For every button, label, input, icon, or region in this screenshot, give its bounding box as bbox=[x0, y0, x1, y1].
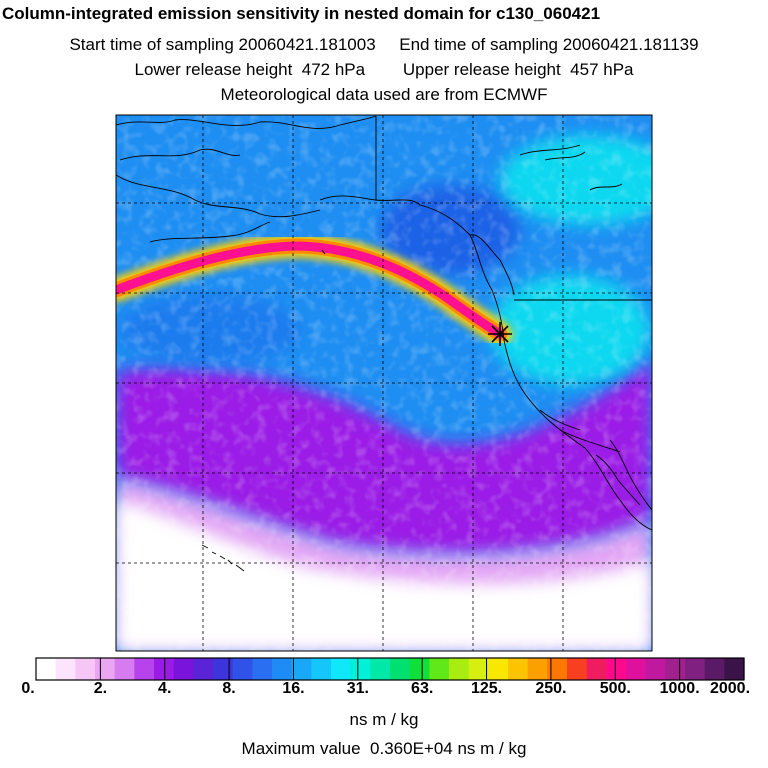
colorbar-swatch bbox=[193, 658, 214, 680]
colorbar-swatch bbox=[291, 658, 312, 680]
colorbar-swatch bbox=[645, 658, 666, 680]
colorbar-swatch bbox=[331, 658, 352, 680]
coastlines bbox=[116, 115, 652, 572]
colorbar-tick-label: 2000. bbox=[709, 680, 751, 697]
colorbar bbox=[36, 658, 745, 680]
colorbar-swatch bbox=[311, 658, 332, 680]
colorbar-swatch bbox=[55, 658, 76, 680]
colorbar-swatch bbox=[547, 658, 568, 680]
colorbar-swatch bbox=[95, 658, 116, 680]
colorbar-swatch bbox=[134, 658, 155, 680]
colorbar-tick-label: 2. bbox=[93, 680, 108, 697]
colorbar-swatch bbox=[704, 658, 725, 680]
trajectory-core bbox=[116, 241, 505, 339]
colorbar-swatch bbox=[527, 658, 548, 680]
colorbar-swatch bbox=[665, 658, 686, 680]
colorbar-swatch bbox=[626, 658, 647, 680]
colorbar-tick-label: 125. bbox=[470, 680, 503, 697]
colorbar-swatch bbox=[409, 658, 430, 680]
colorbar-swatch bbox=[154, 658, 175, 680]
colorbar-swatch bbox=[488, 658, 509, 680]
colorbar-tick-label: 16. bbox=[282, 680, 305, 697]
colorbar-swatch bbox=[114, 658, 135, 680]
colorbar-units-label: ns m / kg bbox=[349, 710, 419, 729]
release-height-line: Lower release height 472 hPa Upper relea… bbox=[134, 60, 634, 79]
colorbar-swatch bbox=[232, 658, 253, 680]
colorbar-tick-label: 500. bbox=[599, 680, 631, 697]
colorbar-swatch bbox=[606, 658, 627, 680]
lat-lon-gridlines bbox=[116, 115, 652, 651]
colorbar-tick-label: 63. bbox=[411, 680, 434, 697]
colorbar-tick-label: 0. bbox=[21, 680, 35, 697]
colorbar-tick-label: 250. bbox=[535, 680, 567, 697]
maximum-value-label: Maximum value 0.360E+04 ns m / kg bbox=[241, 739, 527, 758]
colorbar-tick-label: 8. bbox=[222, 680, 236, 697]
colorbar-swatch bbox=[173, 658, 194, 680]
colorbar-tick-label: 31. bbox=[346, 680, 369, 697]
plot-title: Column-integrated emission sensitivity i… bbox=[2, 4, 601, 23]
meteorological-data-line: Meteorological data used are from ECMWF bbox=[220, 85, 548, 104]
colorbar-swatch bbox=[468, 658, 489, 680]
colorbar-swatch bbox=[685, 658, 706, 680]
colorbar-tick-label: 4. bbox=[158, 680, 172, 697]
colorbar-swatch bbox=[390, 658, 411, 680]
colorbar-swatch bbox=[36, 658, 57, 680]
colorbar-swatch bbox=[370, 658, 391, 680]
sampling-time-line: Start time of sampling 20060421.181003 E… bbox=[69, 35, 699, 54]
colorbar-swatch bbox=[429, 658, 450, 680]
map-frame bbox=[115, 114, 653, 652]
colorbar-swatch bbox=[508, 658, 529, 680]
colorbar-swatch bbox=[213, 658, 234, 680]
colorbar-swatch bbox=[75, 658, 96, 680]
colorbar-tick-label: 1000. bbox=[659, 680, 700, 697]
colorbar-swatch bbox=[724, 658, 745, 680]
release-point-star-icon bbox=[488, 322, 512, 346]
colorbar-swatch bbox=[449, 658, 470, 680]
colorbar-swatch bbox=[586, 658, 607, 680]
colorbar-swatch bbox=[272, 658, 293, 680]
colorbar-frame bbox=[35, 657, 745, 681]
colorbar-swatch bbox=[252, 658, 273, 680]
colorbar-swatch bbox=[350, 658, 371, 680]
sensitivity-field bbox=[116, 115, 652, 651]
colorbar-swatch bbox=[567, 658, 588, 680]
